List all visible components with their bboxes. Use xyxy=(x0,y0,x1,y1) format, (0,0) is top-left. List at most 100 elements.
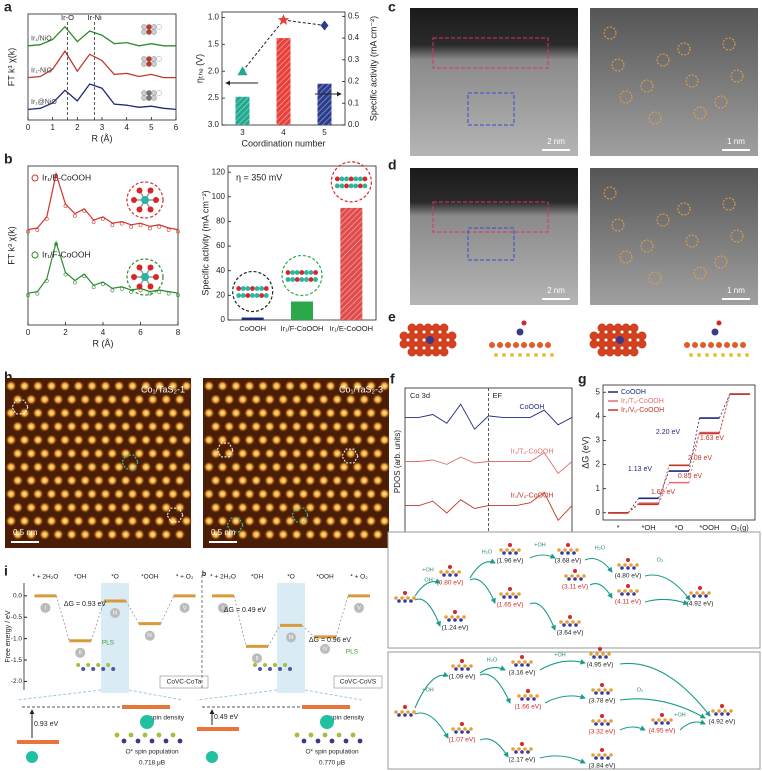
atom xyxy=(669,718,673,722)
lattice-spot xyxy=(264,394,276,405)
lattice-spot xyxy=(19,515,30,527)
atom xyxy=(136,283,143,290)
atom xyxy=(516,328,524,336)
atom xyxy=(128,732,134,738)
lattice-spot xyxy=(106,394,118,405)
atom xyxy=(514,663,518,667)
lattice-spot xyxy=(140,434,152,446)
lattice-spot xyxy=(39,529,51,540)
atom xyxy=(121,738,127,744)
atom xyxy=(400,596,404,600)
lattice-spot xyxy=(372,475,384,486)
atom xyxy=(454,573,458,577)
atom xyxy=(711,709,715,713)
atom xyxy=(236,286,242,291)
site-marker xyxy=(216,442,234,458)
atom xyxy=(469,727,473,731)
lattice-spot xyxy=(73,407,84,419)
atom-marker xyxy=(656,213,670,227)
panel-letter: e xyxy=(388,309,396,325)
atom xyxy=(463,664,467,668)
energy-label: (1.24 eV) xyxy=(442,625,469,632)
highlight-box xyxy=(467,227,515,261)
lattice-spot xyxy=(147,529,159,540)
level-bar xyxy=(302,705,350,709)
lattice-spot xyxy=(338,488,350,500)
y-tick-label: 40 xyxy=(216,266,225,275)
atom-icon xyxy=(151,29,157,35)
plot-frame xyxy=(27,165,179,326)
lattice-spot xyxy=(154,461,165,473)
lattice-spot xyxy=(93,394,105,405)
species-label: +OH xyxy=(422,567,433,573)
data-point xyxy=(82,209,87,213)
atom xyxy=(147,283,154,290)
atom xyxy=(466,667,470,671)
data-point xyxy=(35,228,40,232)
roman-badge xyxy=(252,653,262,664)
lattice-spot xyxy=(358,448,370,459)
atom xyxy=(597,339,607,349)
atom xyxy=(529,747,533,751)
atom xyxy=(290,270,295,275)
lattice-spot xyxy=(5,380,17,392)
site-marker xyxy=(291,507,309,523)
energy-label: (3.64 eV) xyxy=(557,630,584,637)
connector xyxy=(658,470,670,499)
atom xyxy=(415,331,425,341)
atom xyxy=(626,584,630,588)
reaction-arrow xyxy=(414,598,441,627)
energy-label: (3.16 eV) xyxy=(509,670,536,677)
zoom-line xyxy=(196,689,278,701)
atom xyxy=(457,664,461,668)
atom xyxy=(517,747,521,751)
y-tick-label: 80 xyxy=(216,217,225,226)
lattice-spot xyxy=(379,488,390,500)
state-label: *O xyxy=(287,574,295,581)
lattice-spot xyxy=(264,475,276,486)
axis-title: Free energy / eV xyxy=(5,610,12,662)
atom xyxy=(660,713,664,717)
inset-frame xyxy=(126,258,164,296)
atom xyxy=(598,647,602,651)
lattice-spot xyxy=(174,394,186,405)
lattice-spot xyxy=(331,394,343,405)
atom xyxy=(523,694,527,698)
atom xyxy=(724,342,730,348)
atom xyxy=(560,551,564,555)
atom xyxy=(692,342,698,348)
lattice-spot xyxy=(12,502,24,513)
atom xyxy=(518,353,522,357)
roman-badge xyxy=(179,602,190,613)
annotation: 1.63 eV xyxy=(700,435,724,442)
lattice-spot xyxy=(120,529,132,540)
atom-icon xyxy=(146,24,152,30)
reaction-arrow xyxy=(584,557,613,573)
lattice-spot xyxy=(39,502,51,513)
level-bar xyxy=(17,740,59,744)
lattice-spot xyxy=(147,475,159,486)
lattice-spot xyxy=(358,529,370,540)
gap-label: 0.49 eV xyxy=(214,714,238,721)
lattice-spot xyxy=(210,529,222,540)
atom-icon xyxy=(146,61,152,67)
species-label: OH⁻ xyxy=(424,577,435,583)
reaction-arrow xyxy=(414,712,449,739)
atom xyxy=(263,293,269,298)
inset-frame xyxy=(126,181,164,219)
site-marker xyxy=(341,448,359,464)
x-tick-label: 4 xyxy=(124,123,129,132)
atom-icon xyxy=(141,95,147,101)
lattice-spot xyxy=(25,529,37,540)
atom xyxy=(400,710,404,714)
spin-blob xyxy=(320,715,334,729)
state-label: *OOH xyxy=(316,574,334,581)
atom xyxy=(720,712,724,716)
scheme-box xyxy=(387,651,761,770)
atom xyxy=(606,722,610,726)
atom xyxy=(250,286,255,291)
lattice-spot xyxy=(19,434,30,446)
atom xyxy=(529,660,533,664)
atom xyxy=(705,353,709,357)
lattice-spot xyxy=(32,407,44,419)
